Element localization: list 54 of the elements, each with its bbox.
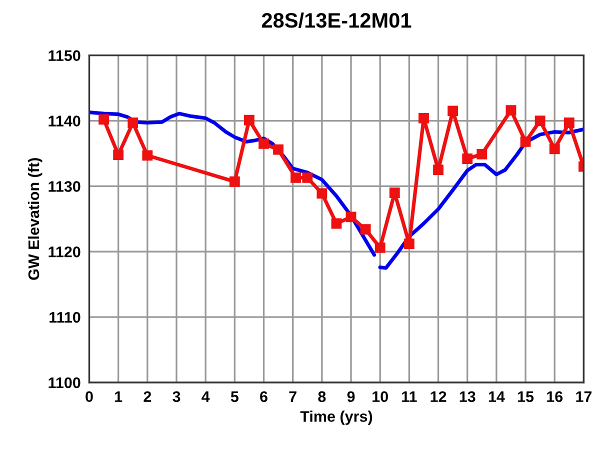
point [476, 148, 488, 160]
point [433, 164, 444, 176]
x-tick-label: 0 [86, 391, 93, 402]
point [142, 150, 153, 161]
point [316, 188, 328, 199]
x-tick-label: 1 [115, 391, 122, 402]
point [418, 112, 429, 124]
point [346, 212, 356, 222]
y-tick-label: 1120 [48, 246, 80, 258]
point [128, 118, 138, 128]
x-tick-label: 4 [202, 391, 210, 402]
y-tick-label: 1140 [48, 116, 80, 126]
x-tick-label: 16 [547, 391, 563, 402]
y-tick-label: 1110 [50, 312, 80, 323]
x-tick-label: 5 [230, 391, 238, 402]
y-axis-title: GW Elevation (ft) [28, 158, 42, 280]
point [360, 224, 371, 235]
y-tick-label: 1100 [48, 377, 80, 388]
x-tick-label: 8 [318, 391, 326, 402]
point [549, 144, 560, 154]
point [404, 238, 414, 249]
x-tick-label: 17 [576, 391, 592, 402]
point [302, 172, 313, 183]
point [534, 116, 546, 126]
point [290, 172, 301, 183]
x-tick-label: 15 [518, 391, 534, 402]
x-tick-label: 13 [460, 391, 476, 402]
x-tick-label: 3 [172, 391, 180, 402]
point [462, 154, 473, 164]
chart-title: 28S/13E-12M01 [262, 12, 412, 28]
point [520, 136, 531, 147]
point [448, 106, 458, 116]
x-axis-title: Time (yrs) [300, 410, 372, 425]
point [258, 138, 269, 149]
point [273, 144, 284, 155]
y-tick-label: 1130 [48, 181, 80, 192]
point [229, 176, 240, 187]
point [506, 105, 516, 116]
point [244, 114, 254, 126]
x-tick-label: 12 [430, 391, 446, 402]
point [331, 218, 342, 229]
x-tick-label: 10 [372, 391, 388, 402]
point [98, 114, 109, 125]
x-tick-label: 7 [289, 391, 296, 402]
point [564, 118, 574, 128]
x-tick-label: 9 [347, 391, 355, 402]
point [389, 188, 400, 198]
x-tick-label: 6 [260, 391, 268, 402]
y-tick-label: 1150 [48, 50, 80, 62]
point [113, 150, 124, 160]
x-tick-label: 2 [144, 391, 152, 402]
x-tick-label: 14 [488, 391, 505, 402]
x-tick-label: 11 [402, 391, 417, 402]
point [374, 242, 386, 253]
